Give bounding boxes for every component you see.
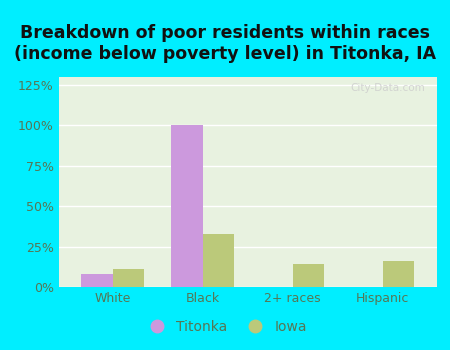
Text: Breakdown of poor residents within races
(income below poverty level) in Titonka: Breakdown of poor residents within races… [14, 24, 436, 63]
Bar [171, 125, 202, 287]
Bar [202, 234, 234, 287]
Legend: Titonka, Iowa: Titonka, Iowa [137, 314, 313, 340]
Bar [292, 264, 324, 287]
Bar [382, 261, 414, 287]
Text: City-Data.com: City-Data.com [351, 83, 425, 93]
Bar [81, 274, 112, 287]
Bar [112, 269, 144, 287]
